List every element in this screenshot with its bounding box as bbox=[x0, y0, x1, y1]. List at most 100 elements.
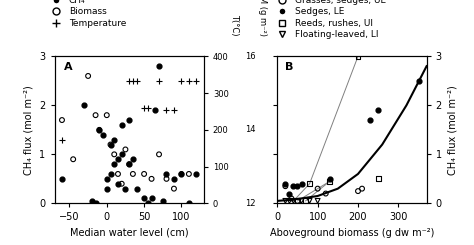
Point bbox=[58, 118, 66, 122]
Point bbox=[140, 196, 148, 200]
Point bbox=[282, 182, 289, 186]
Point bbox=[155, 152, 163, 156]
Point bbox=[129, 157, 137, 161]
Point bbox=[118, 123, 126, 127]
Point bbox=[152, 108, 159, 112]
Point bbox=[140, 172, 148, 176]
Point bbox=[306, 199, 313, 203]
Point bbox=[298, 182, 305, 186]
Point bbox=[103, 113, 110, 117]
Point bbox=[192, 79, 200, 83]
Point bbox=[118, 152, 126, 156]
Point bbox=[326, 179, 334, 183]
Point bbox=[103, 187, 110, 191]
Point bbox=[286, 199, 293, 203]
Point bbox=[110, 162, 118, 166]
Point bbox=[366, 118, 374, 122]
Point bbox=[107, 143, 114, 147]
Point bbox=[107, 143, 114, 147]
Point bbox=[163, 177, 170, 181]
Point bbox=[84, 74, 92, 78]
Text: 16: 16 bbox=[246, 52, 256, 61]
Point bbox=[306, 182, 313, 186]
Point bbox=[107, 172, 114, 176]
Point bbox=[69, 157, 77, 161]
Point bbox=[163, 172, 170, 176]
Point bbox=[415, 79, 422, 83]
Point bbox=[170, 108, 178, 112]
Point bbox=[88, 199, 96, 203]
Point bbox=[170, 187, 178, 191]
Point bbox=[155, 64, 163, 68]
Point bbox=[133, 187, 140, 191]
Point bbox=[298, 199, 305, 203]
Point bbox=[286, 192, 293, 196]
Text: 12: 12 bbox=[246, 199, 256, 208]
Point bbox=[81, 103, 88, 107]
Point bbox=[110, 138, 118, 142]
Point bbox=[155, 79, 163, 83]
Legend: Grasses, sedges, UE, Sedges, LE, Reeds, rushes, UI, Floating-leaved, LI: Grasses, sedges, UE, Sedges, LE, Reeds, … bbox=[273, 0, 386, 39]
Point bbox=[96, 128, 103, 132]
Point bbox=[125, 79, 133, 83]
Point bbox=[144, 201, 152, 205]
Point bbox=[374, 108, 382, 112]
Point bbox=[354, 189, 362, 193]
Point bbox=[290, 199, 297, 203]
Point bbox=[185, 79, 192, 83]
Point bbox=[58, 138, 66, 142]
Point bbox=[110, 152, 118, 156]
Point bbox=[103, 177, 110, 181]
Point bbox=[282, 199, 289, 203]
Point bbox=[358, 187, 366, 191]
Point bbox=[122, 187, 129, 191]
Point bbox=[374, 177, 382, 181]
Point bbox=[122, 147, 129, 151]
Point bbox=[290, 184, 297, 188]
Point bbox=[114, 182, 122, 186]
Y-axis label: CH₄ flux (mol m⁻²): CH₄ flux (mol m⁻²) bbox=[24, 85, 34, 175]
Point bbox=[99, 133, 107, 137]
Point bbox=[178, 172, 185, 176]
Text: BM (g m⁻²): BM (g m⁻²) bbox=[258, 0, 267, 36]
Point bbox=[354, 54, 362, 58]
Point bbox=[125, 162, 133, 166]
Point bbox=[294, 199, 301, 203]
Point bbox=[92, 201, 100, 205]
Point bbox=[192, 172, 200, 176]
Point bbox=[114, 172, 122, 176]
Point bbox=[294, 184, 301, 188]
Point bbox=[314, 199, 321, 203]
Point bbox=[185, 172, 192, 176]
Point bbox=[185, 201, 192, 205]
Point bbox=[129, 172, 137, 176]
Point bbox=[294, 199, 301, 203]
Point bbox=[125, 118, 133, 122]
Point bbox=[314, 187, 321, 191]
Point bbox=[326, 177, 334, 181]
Point bbox=[178, 79, 185, 83]
Point bbox=[178, 172, 185, 176]
Point bbox=[96, 128, 103, 132]
Point bbox=[148, 196, 155, 200]
Point bbox=[322, 192, 329, 196]
Text: 14: 14 bbox=[246, 125, 256, 134]
Point bbox=[125, 162, 133, 166]
Point bbox=[140, 106, 148, 110]
Text: T(°C): T(°C) bbox=[230, 14, 239, 36]
Point bbox=[302, 199, 310, 203]
Point bbox=[114, 157, 122, 161]
Text: B: B bbox=[285, 62, 293, 72]
Point bbox=[118, 182, 126, 186]
Point bbox=[170, 177, 178, 181]
Point bbox=[144, 106, 152, 110]
Point bbox=[159, 199, 166, 203]
Point bbox=[58, 177, 66, 181]
Y-axis label: CH₄ flux (mol m⁻²): CH₄ flux (mol m⁻²) bbox=[447, 85, 457, 175]
Point bbox=[163, 108, 170, 112]
Point bbox=[282, 184, 289, 188]
Point bbox=[288, 196, 295, 200]
X-axis label: Median water level (cm): Median water level (cm) bbox=[70, 228, 189, 238]
Point bbox=[92, 113, 100, 117]
Legend: CH₄, Biomass, Temperature: CH₄, Biomass, Temperature bbox=[47, 0, 126, 28]
